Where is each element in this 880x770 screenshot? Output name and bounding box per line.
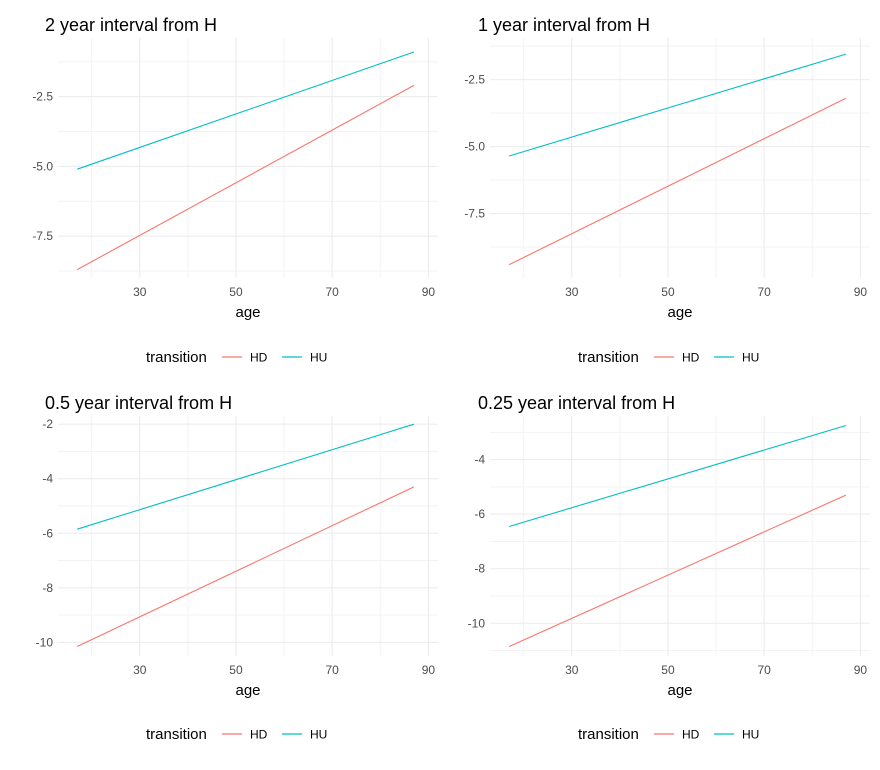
y-tick-label: -6 — [42, 526, 53, 540]
x-tick-label: 30 — [565, 663, 579, 677]
legend-label-hd: HD — [682, 728, 700, 742]
chart-panel: 1 year interval from H 30 50 70 90 -7.5 -5.0 -2… — [464, 15, 870, 366]
legend-label-hd: HD — [250, 728, 268, 742]
legend-title: transition — [578, 726, 639, 743]
legend-title: transition — [146, 726, 207, 743]
x-tick-label: 70 — [757, 663, 771, 677]
y-tick-label: -10 — [468, 616, 486, 630]
chart-title: 0.25 year interval from H — [478, 393, 675, 413]
x-tick-label: 30 — [565, 285, 579, 299]
chart-title: 2 year interval from H — [45, 15, 217, 35]
series-line-hd — [76, 84, 415, 271]
x-axis-title: age — [235, 304, 260, 321]
y-tick-label: -2.5 — [32, 90, 53, 104]
x-tick-label: 90 — [422, 663, 436, 677]
legend-label-hd: HD — [682, 351, 700, 365]
legend-label-hu: HU — [742, 351, 759, 365]
x-axis-title: age — [667, 682, 692, 699]
x-axis-title: age — [235, 682, 260, 699]
series-line-hu — [77, 51, 415, 170]
chart-panel: 0.25 year interval from H 30 50 70 90 -10 -8 -6… — [468, 393, 870, 743]
chart-title: 1 year interval from H — [478, 15, 650, 35]
y-tick-label: -4 — [42, 472, 53, 486]
y-tick-label: -8 — [474, 562, 485, 576]
legend-label-hd: HD — [250, 351, 268, 365]
legend: transition HD HU — [146, 349, 327, 366]
y-tick-label: -7.5 — [32, 229, 53, 243]
x-tick-label: 70 — [757, 285, 771, 299]
x-tick-label: 50 — [229, 663, 243, 677]
legend-label-hu: HU — [310, 728, 327, 742]
legend-label-hu: HU — [310, 351, 327, 365]
legend: transition HD HU — [578, 726, 759, 743]
series-line-hu — [77, 423, 415, 530]
y-tick-label: -5.0 — [464, 140, 485, 154]
x-tick-label: 90 — [422, 285, 436, 299]
y-tick-label: -6 — [474, 507, 485, 521]
y-tick-label: -2.5 — [464, 73, 485, 87]
series-line-hu — [509, 424, 847, 528]
legend-title: transition — [146, 349, 207, 366]
series-line-hd — [508, 97, 847, 266]
x-tick-label: 50 — [661, 285, 675, 299]
y-tick-label: -4 — [474, 453, 485, 467]
series-line-hd — [76, 486, 415, 647]
x-tick-label: 70 — [325, 663, 339, 677]
x-tick-label: 90 — [854, 663, 868, 677]
x-tick-label: 90 — [854, 285, 868, 299]
chart-title: 0.5 year interval from H — [45, 393, 232, 413]
series-line-hd — [508, 494, 847, 648]
legend-title: transition — [578, 349, 639, 366]
x-tick-label: 50 — [661, 663, 675, 677]
y-tick-label: -7.5 — [464, 207, 485, 221]
x-tick-label: 70 — [325, 285, 339, 299]
y-tick-label: -2 — [42, 417, 53, 431]
legend: transition HD HU — [578, 349, 759, 366]
series-line-hu — [509, 53, 847, 157]
x-tick-label: 30 — [133, 285, 147, 299]
y-tick-label: -5.0 — [32, 159, 53, 173]
x-axis-title: age — [667, 304, 692, 321]
legend: transition HD HU — [146, 726, 327, 743]
y-tick-label: -10 — [36, 635, 54, 649]
chart-panel: 0.5 year interval from H 30 50 70 90 -10 -8 -6 -… — [36, 393, 438, 743]
x-tick-label: 50 — [229, 285, 243, 299]
legend-label-hu: HU — [742, 728, 759, 742]
y-tick-label: -8 — [42, 581, 53, 595]
chart-panel: 2 year interval from H 30 50 70 90 -7.5 -5.0 -2… — [32, 15, 438, 366]
x-tick-label: 30 — [133, 663, 147, 677]
